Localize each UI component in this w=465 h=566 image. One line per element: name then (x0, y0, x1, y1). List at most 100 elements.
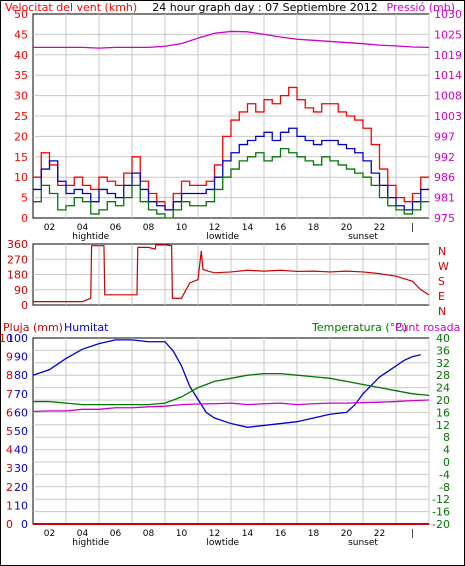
climate-xtick-16: 16 (275, 529, 287, 539)
wind-xtick-02: 02 (44, 223, 55, 233)
wind-xtick-16: 16 (275, 223, 287, 233)
temp-ytick-40: 40 (436, 332, 450, 345)
series-speed (33, 147, 429, 219)
pressure-ytick-1030: 1030 (434, 8, 462, 21)
wind-ytick-15: 15 (14, 151, 28, 164)
wind-xtick-18: 18 (308, 223, 320, 233)
pressure-ytick-992: 992 (434, 151, 455, 164)
temp-ytick--4: -4 (439, 468, 450, 481)
climate-marker-sunset: sunset (348, 538, 378, 548)
rain-ytick-6: 6 (6, 406, 13, 419)
wind-ylabel-right: Pressió (mb) (386, 1, 455, 14)
humidity-ytick-10: 10 (14, 499, 28, 512)
series-gust (33, 86, 429, 211)
humidity-ytick-30: 30 (14, 462, 28, 475)
wind-xtick-10: 10 (176, 223, 188, 233)
wind-ytick-25: 25 (14, 110, 28, 123)
temp-ytick-28: 28 (436, 369, 450, 382)
pressure-ytick-1008: 1008 (434, 90, 462, 103)
humidity-ytick-0: 0 (21, 518, 28, 531)
humidity-ytick-90: 90 (14, 351, 28, 364)
wind-ytick-45: 45 (14, 28, 28, 41)
wind-marker-hightide: hightide (72, 232, 109, 242)
climate-xtick-02: 02 (44, 529, 55, 539)
humidity-ytick-20: 20 (14, 481, 28, 494)
wind-ytick-0: 0 (21, 212, 28, 225)
humidity-ytick-100: 100 (7, 332, 28, 345)
wind-xtick-20: 20 (341, 223, 353, 233)
wind-xtick-22: 22 (374, 223, 385, 233)
pressure-ytick-1025: 1025 (434, 28, 462, 41)
humidity-ytick-60: 60 (14, 406, 28, 419)
direction-ytick-90: 90 (14, 284, 28, 297)
climate-xtick-14: 14 (242, 529, 254, 539)
humidity-ytick-40: 40 (14, 444, 28, 457)
pressure-ytick-997: 997 (434, 130, 455, 143)
wind-ytick-40: 40 (14, 49, 28, 62)
rain-ytick-9: 9 (6, 351, 13, 364)
pressure-ytick-981: 981 (434, 192, 455, 205)
temp-ytick-36: 36 (436, 344, 450, 357)
wind-marker-lowtide: lowtide (206, 232, 239, 242)
wind-xtick-12: 12 (209, 223, 220, 233)
direction-ytick-0: 0 (21, 299, 28, 312)
temp-ytick-12: 12 (436, 419, 450, 432)
climate-marker-lowtide: lowtide (206, 538, 239, 548)
pressure-ytick-1003: 1003 (434, 110, 462, 123)
pressure-ytick-975: 975 (434, 212, 455, 225)
wind-xtick-: | (411, 223, 414, 233)
pressure-ytick-1014: 1014 (434, 69, 462, 82)
humidity-ytick-70: 70 (14, 388, 28, 401)
humidity-ytick-80: 80 (14, 369, 28, 382)
climate-ylabel-dewpoint: Punt rosada (395, 321, 460, 334)
rain-ytick-4: 4 (6, 444, 13, 457)
wind-ylabel-left: Velocitat del vent (kmh) (5, 1, 137, 14)
direction-label-0-n: N (438, 245, 446, 258)
climate-xtick-10: 10 (176, 529, 188, 539)
series-temperatura-c (33, 373, 430, 406)
rain-ytick-10: 10 (0, 332, 13, 345)
wind-ytick-20: 20 (14, 130, 28, 143)
rain-ytick-0: 0 (6, 518, 13, 531)
direction-ytick-270: 270 (7, 253, 28, 266)
wind-ytick-50: 50 (14, 8, 28, 21)
temp-ytick-16: 16 (436, 406, 450, 419)
temp-ytick-20: 20 (436, 394, 450, 407)
climate-xtick-20: 20 (341, 529, 353, 539)
climate-ylabel-rain: Pluja (mm) (3, 321, 63, 334)
series-wind-direction (33, 244, 430, 303)
climate-marker-hightide: hightide (72, 538, 109, 548)
series-punt-rosada (32, 399, 430, 413)
temp-ytick-4: 4 (443, 444, 450, 457)
wind-marker-sunset: sunset (348, 232, 378, 242)
wind-xtick-08: 08 (143, 223, 155, 233)
rain-ytick-8: 8 (6, 369, 13, 382)
wind-xtick-04: 04 (77, 223, 89, 233)
rain-ytick-2: 2 (6, 481, 13, 494)
direction-label-1-w: W (438, 260, 449, 273)
wind-ytick-5: 5 (21, 192, 28, 205)
direction-label-4-n: N (438, 305, 446, 318)
wind-xtick-14: 14 (242, 223, 254, 233)
climate-xtick-22: 22 (374, 529, 385, 539)
direction-ytick-360: 360 (7, 238, 28, 251)
temp-ytick-24: 24 (436, 382, 450, 395)
pressure-ytick-986: 986 (434, 171, 455, 184)
series-pressure (33, 30, 430, 49)
rain-ytick-3: 3 (6, 462, 13, 475)
temp-ytick--16: -16 (432, 506, 450, 519)
climate-xtick-: | (411, 529, 414, 539)
rain-ytick-1: 1 (6, 499, 13, 512)
wind-ytick-35: 35 (14, 69, 28, 82)
temp-ytick-8: 8 (443, 431, 450, 444)
pressure-ytick-1019: 1019 (434, 49, 462, 62)
climate-ylabel-temp: Temperatura (°C) (311, 321, 407, 334)
wind-ytick-30: 30 (14, 90, 28, 103)
climate-xtick-08: 08 (143, 529, 155, 539)
series-average (33, 127, 429, 211)
wind-xtick-06: 06 (110, 223, 122, 233)
temp-ytick--8: -8 (439, 481, 450, 494)
temp-ytick--12: -12 (432, 493, 450, 506)
